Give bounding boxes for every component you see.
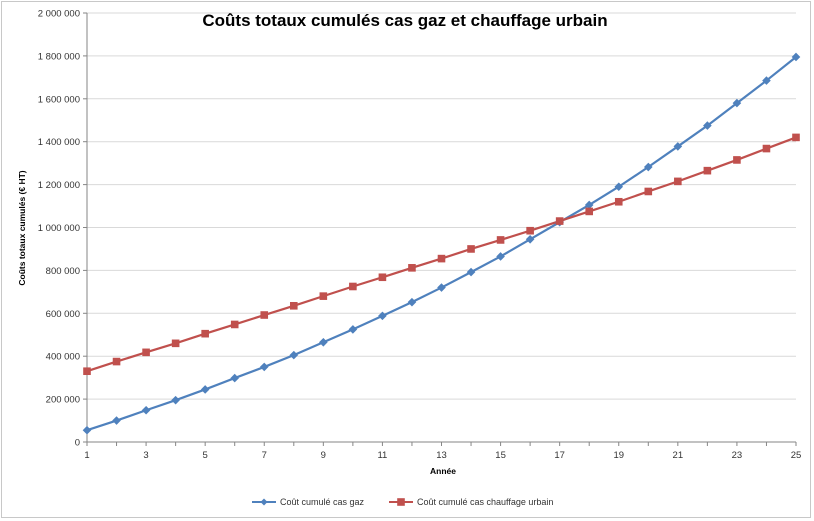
legend-marker	[260, 498, 268, 506]
y-tick-label: 400 000	[46, 352, 80, 363]
legend-marker	[397, 498, 405, 506]
y-tick-labels: 0 200 000 400 000 600 000 800 000 1 000 000 1 …	[38, 9, 80, 449]
series-line-2	[86, 136, 797, 373]
data-point-gaz	[289, 350, 299, 360]
axes	[83, 12, 797, 446]
data-point-chauffage-urbain	[289, 301, 298, 310]
data-point-chauffage-urbain	[733, 156, 741, 164]
data-point-chauffage-urbain	[614, 197, 623, 206]
gridlines	[87, 12, 796, 400]
data-point-chauffage-urbain	[437, 254, 446, 263]
data-point-chauffage-urbain	[644, 187, 653, 196]
data-point-chauffage-urbain	[674, 177, 682, 186]
x-tick-label: 5	[203, 450, 208, 461]
legend-label: Coût cumulé cas chauffage urbain	[417, 497, 553, 507]
legend: Coût cumulé cas gaz Coût cumulé cas chauf…	[252, 497, 553, 507]
data-point-gaz	[703, 121, 712, 130]
data-point-chauffage-urbain	[349, 282, 357, 291]
data-point-gaz	[200, 385, 210, 394]
data-point-gaz	[732, 98, 742, 108]
y-axis-title: Coûts totaux cumulés (€ HT)	[17, 170, 27, 285]
data-point-chauffage-urbain	[408, 264, 416, 272]
data-point-gaz	[407, 297, 417, 307]
data-point-chauffage-urbain	[496, 236, 505, 244]
series-line-1	[86, 56, 797, 432]
data-point-gaz	[348, 325, 358, 334]
data-point-chauffage-urbain	[792, 133, 800, 142]
data-point-gaz	[643, 162, 653, 172]
y-tick-label: 0	[75, 438, 80, 449]
y-tick-label: 1 400 000	[38, 137, 80, 148]
y-tick-label: 200 000	[46, 395, 80, 406]
legend-label: Coût cumulé cas gaz	[280, 497, 365, 507]
data-point-gaz	[230, 373, 240, 383]
data-point-gaz	[673, 142, 683, 151]
data-point-chauffage-urbain	[142, 348, 150, 357]
data-point-chauffage-urbain	[201, 329, 209, 338]
data-point-chauffage-urbain	[585, 207, 594, 216]
data-point-gaz	[171, 395, 180, 405]
y-tick-label: 1 000 000	[38, 223, 80, 234]
data-point-gaz	[525, 234, 535, 244]
data-point-chauffage-urbain	[467, 245, 475, 253]
data-point-chauffage-urbain	[703, 166, 712, 175]
data-point-chauffage-urbain	[83, 367, 91, 376]
data-point-chauffage-urbain	[230, 320, 239, 329]
data-point-gaz	[82, 425, 92, 435]
data-point-chauffage-urbain	[762, 144, 771, 153]
y-tick-label: 2 000 000	[38, 9, 80, 20]
data-point-gaz	[259, 362, 269, 372]
data-point-gaz	[141, 405, 151, 415]
series-markers	[82, 52, 801, 435]
data-point-gaz	[762, 76, 771, 85]
data-point-gaz	[614, 182, 624, 192]
x-tick-label: 19	[613, 450, 624, 461]
x-tick-label: 3	[143, 450, 148, 461]
data-point-chauffage-urbain	[378, 273, 387, 282]
x-tick-label: 23	[732, 450, 743, 461]
x-tick-labels: 1 3 5 7 9 11 13 15 17 19 21 23 25	[84, 450, 801, 461]
series-lines	[86, 56, 797, 432]
x-tick-label: 13	[436, 450, 447, 461]
x-tick-label: 7	[262, 450, 267, 461]
x-tick-label: 25	[791, 450, 802, 461]
data-point-chauffage-urbain	[319, 292, 328, 300]
legend-item-2: Coût cumulé cas chauffage urbain	[389, 497, 553, 507]
data-point-chauffage-urbain	[112, 357, 121, 366]
data-point-chauffage-urbain	[171, 339, 180, 348]
x-tick-label: 11	[377, 450, 387, 461]
y-tick-label: 600 000	[46, 309, 80, 320]
y-tick-label: 1 800 000	[38, 51, 80, 62]
x-tick-label: 21	[673, 450, 684, 461]
chart-title: Coûts totaux cumulés cas gaz et chauffag…	[202, 11, 607, 30]
data-point-gaz	[791, 52, 801, 62]
data-point-chauffage-urbain	[555, 217, 564, 225]
data-point-gaz	[378, 311, 387, 321]
x-tick-label: 1	[84, 450, 89, 461]
data-point-gaz	[437, 283, 446, 292]
x-tick-label: 9	[321, 450, 326, 461]
data-point-gaz	[496, 252, 505, 261]
y-tick-label: 1 600 000	[38, 94, 80, 105]
y-tick-label: 800 000	[46, 266, 80, 277]
data-point-gaz	[112, 416, 121, 425]
data-point-chauffage-urbain	[260, 311, 269, 319]
data-point-chauffage-urbain	[526, 226, 534, 235]
y-tick-label: 1 200 000	[38, 180, 80, 191]
x-tick-label: 15	[495, 450, 506, 461]
legend-item-1: Coût cumulé cas gaz	[252, 497, 365, 507]
data-point-gaz	[319, 337, 328, 347]
data-point-gaz	[466, 267, 476, 277]
x-tick-label: 17	[554, 450, 565, 461]
x-axis-title: Année	[430, 466, 456, 476]
